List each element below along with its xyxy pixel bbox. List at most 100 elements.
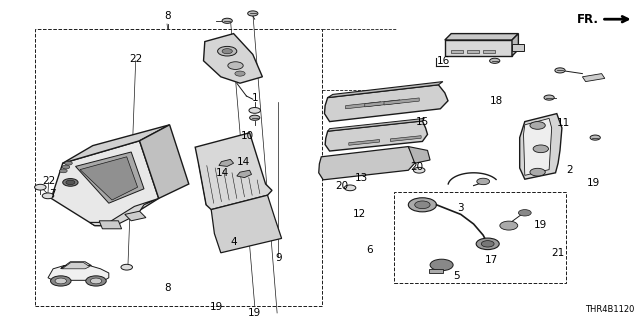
Polygon shape	[76, 152, 144, 203]
Polygon shape	[390, 136, 421, 141]
Text: 22: 22	[42, 176, 55, 186]
Polygon shape	[328, 118, 424, 131]
Text: 21: 21	[552, 248, 564, 258]
Circle shape	[228, 62, 243, 69]
Polygon shape	[365, 100, 400, 107]
Bar	[483, 50, 495, 53]
Polygon shape	[512, 34, 518, 56]
Text: 10: 10	[241, 131, 254, 141]
Polygon shape	[319, 147, 415, 180]
Circle shape	[60, 169, 67, 173]
Text: 16: 16	[437, 56, 450, 67]
Circle shape	[415, 201, 430, 209]
Circle shape	[500, 221, 518, 230]
Polygon shape	[349, 140, 380, 145]
Circle shape	[544, 95, 554, 100]
Polygon shape	[445, 40, 512, 56]
Text: 18: 18	[490, 96, 502, 106]
Bar	[512, 44, 524, 51]
Polygon shape	[48, 266, 109, 280]
Polygon shape	[582, 74, 605, 82]
Polygon shape	[219, 159, 234, 166]
Text: 6: 6	[367, 245, 373, 255]
Polygon shape	[51, 141, 159, 226]
Polygon shape	[237, 170, 252, 178]
Polygon shape	[62, 262, 90, 269]
Circle shape	[490, 58, 500, 63]
Circle shape	[63, 179, 78, 186]
Circle shape	[121, 264, 132, 270]
Circle shape	[86, 276, 106, 286]
Text: 13: 13	[355, 172, 368, 183]
Circle shape	[90, 278, 102, 284]
Circle shape	[518, 210, 531, 216]
Circle shape	[430, 259, 453, 271]
Circle shape	[477, 178, 490, 185]
Circle shape	[55, 278, 67, 284]
Polygon shape	[408, 147, 430, 163]
Polygon shape	[80, 157, 138, 200]
Circle shape	[65, 161, 72, 165]
Circle shape	[533, 145, 548, 153]
Text: 8: 8	[164, 11, 171, 21]
Circle shape	[51, 276, 71, 286]
Circle shape	[481, 241, 494, 247]
Circle shape	[235, 71, 245, 76]
Polygon shape	[99, 221, 122, 229]
Bar	[451, 50, 463, 53]
Circle shape	[476, 238, 499, 250]
Polygon shape	[61, 262, 92, 269]
Circle shape	[413, 167, 425, 173]
Text: 15: 15	[416, 117, 429, 127]
Text: FR.: FR.	[577, 13, 598, 26]
Polygon shape	[324, 85, 448, 122]
Polygon shape	[384, 98, 419, 105]
Text: 8: 8	[164, 283, 171, 293]
Polygon shape	[445, 34, 518, 40]
Circle shape	[248, 11, 258, 16]
Bar	[35, 29, 322, 306]
Bar	[467, 50, 479, 53]
Polygon shape	[211, 195, 282, 253]
Circle shape	[250, 115, 260, 120]
Circle shape	[35, 184, 46, 190]
Text: 19: 19	[587, 178, 600, 188]
Polygon shape	[125, 211, 146, 221]
Circle shape	[222, 18, 232, 23]
Circle shape	[530, 122, 545, 129]
Circle shape	[249, 108, 260, 113]
Polygon shape	[325, 121, 428, 151]
Circle shape	[218, 46, 237, 56]
Circle shape	[530, 168, 545, 176]
Circle shape	[344, 185, 356, 191]
Polygon shape	[346, 102, 381, 109]
Circle shape	[555, 68, 565, 73]
Polygon shape	[140, 125, 189, 198]
Text: 3: 3	[458, 203, 464, 213]
Text: THR4B1120: THR4B1120	[586, 305, 635, 314]
Circle shape	[42, 193, 54, 199]
Circle shape	[222, 49, 232, 54]
Polygon shape	[90, 198, 159, 226]
Polygon shape	[63, 125, 170, 163]
Text: 9: 9	[275, 253, 282, 263]
Text: 14: 14	[237, 156, 250, 167]
Bar	[429, 269, 443, 273]
Circle shape	[62, 165, 70, 169]
Text: 12: 12	[353, 209, 365, 220]
Polygon shape	[204, 34, 262, 83]
Bar	[394, 192, 566, 283]
Text: 4: 4	[230, 236, 237, 247]
Text: 11: 11	[557, 118, 570, 128]
Circle shape	[408, 198, 436, 212]
Text: 14: 14	[216, 168, 228, 178]
Polygon shape	[195, 133, 272, 210]
Polygon shape	[520, 114, 562, 179]
Text: 19: 19	[534, 220, 547, 230]
Text: 22: 22	[129, 54, 142, 64]
Circle shape	[66, 180, 75, 185]
Text: 2: 2	[566, 165, 573, 175]
Text: 20: 20	[335, 180, 348, 191]
Text: 20: 20	[410, 162, 423, 172]
Polygon shape	[524, 118, 552, 175]
